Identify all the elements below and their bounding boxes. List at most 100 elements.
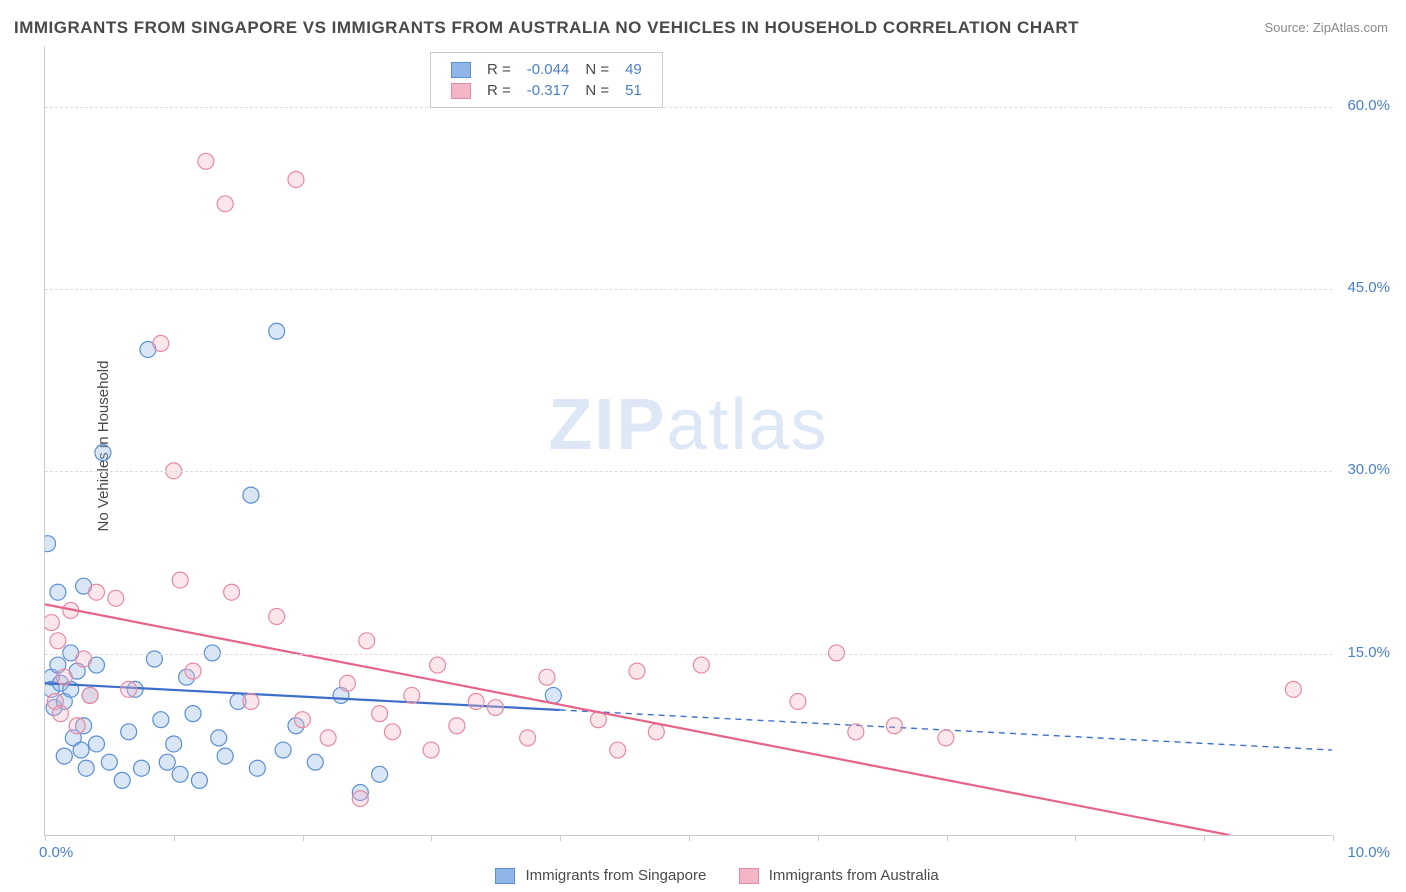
scatter-point: [217, 196, 233, 212]
scatter-point: [307, 754, 323, 770]
scatter-point: [211, 730, 227, 746]
scatter-point: [56, 669, 72, 685]
y-tick-label: 30.0%: [1347, 461, 1390, 478]
legend-label-singapore: Immigrants from Singapore: [525, 867, 706, 884]
scatter-point: [45, 536, 56, 552]
scatter-point: [185, 663, 201, 679]
scatter-point: [159, 754, 175, 770]
scatter-point: [693, 657, 709, 673]
scatter-point: [269, 609, 285, 625]
scatter-point: [269, 323, 285, 339]
grid-line: [45, 289, 1332, 290]
scatter-point: [352, 791, 368, 807]
scatter-point: [1285, 681, 1301, 697]
y-tick-label: 15.0%: [1347, 644, 1390, 661]
scatter-point: [359, 633, 375, 649]
x-tick-label-right: 10.0%: [1347, 844, 1390, 861]
scatter-point: [50, 633, 66, 649]
scatter-point: [191, 772, 207, 788]
scatter-point: [938, 730, 954, 746]
r-label: R =: [479, 80, 519, 101]
x-tick: [45, 835, 46, 841]
scatter-point: [339, 675, 355, 691]
n-label: N =: [577, 59, 617, 80]
scatter-point: [101, 754, 117, 770]
legend-table: R = -0.044 N = 49 R = -0.317 N = 51: [443, 59, 650, 101]
swatch-australia-bottom: [739, 868, 759, 884]
scatter-point: [288, 172, 304, 188]
grid-line: [45, 107, 1332, 108]
scatter-point: [185, 706, 201, 722]
r-value-australia: -0.317: [519, 80, 578, 101]
x-tick: [818, 835, 819, 841]
grid-line: [45, 471, 1332, 472]
x-tick: [689, 835, 690, 841]
scatter-point: [848, 724, 864, 740]
scatter-point: [217, 748, 233, 764]
scatter-point: [487, 700, 503, 716]
scatter-point: [78, 760, 94, 776]
legend-label-australia: Immigrants from Australia: [769, 867, 939, 884]
scatter-point: [249, 760, 265, 776]
scatter-point: [166, 736, 182, 752]
scatter-point: [153, 335, 169, 351]
scatter-point: [384, 724, 400, 740]
x-tick: [431, 835, 432, 841]
scatter-point: [886, 718, 902, 734]
scatter-point: [648, 724, 664, 740]
n-value-australia: 51: [617, 80, 650, 101]
scatter-point: [121, 724, 137, 740]
scatter-point: [275, 742, 291, 758]
scatter-point: [790, 693, 806, 709]
legend-bottom: Immigrants from Singapore Immigrants fro…: [0, 867, 1406, 884]
scatter-point: [108, 590, 124, 606]
legend-row-singapore: R = -0.044 N = 49: [443, 59, 650, 80]
scatter-point: [430, 657, 446, 673]
scatter-point: [45, 615, 59, 631]
legend-correlation: R = -0.044 N = 49 R = -0.317 N = 51: [430, 52, 663, 108]
scatter-point: [153, 712, 169, 728]
scatter-point: [294, 712, 310, 728]
swatch-singapore: [451, 62, 471, 78]
plot-area: ZIPatlas 15.0%30.0%45.0%60.0%0.0%10.0%: [44, 46, 1332, 836]
scatter-point: [320, 730, 336, 746]
scatter-point: [88, 736, 104, 752]
grid-line: [45, 654, 1332, 655]
n-value-singapore: 49: [617, 59, 650, 80]
x-tick: [947, 835, 948, 841]
x-tick-label-left: 0.0%: [39, 844, 73, 861]
scatter-point: [629, 663, 645, 679]
scatter-point: [73, 742, 89, 758]
scatter-point: [69, 718, 85, 734]
scatter-point: [372, 766, 388, 782]
swatch-australia: [451, 83, 471, 99]
scatter-point: [50, 584, 66, 600]
n-label: N =: [577, 80, 617, 101]
scatter-point: [372, 706, 388, 722]
chart-title: IMMIGRANTS FROM SINGAPORE VS IMMIGRANTS …: [14, 18, 1079, 38]
scatter-point: [172, 766, 188, 782]
scatter-point: [121, 681, 137, 697]
r-value-singapore: -0.044: [519, 59, 578, 80]
scatter-point: [449, 718, 465, 734]
scatter-point: [520, 730, 536, 746]
plot-svg: [45, 46, 1332, 835]
scatter-point: [82, 687, 98, 703]
scatter-point: [52, 706, 68, 722]
x-tick: [1075, 835, 1076, 841]
chart-container: IMMIGRANTS FROM SINGAPORE VS IMMIGRANTS …: [0, 0, 1406, 892]
scatter-point: [243, 487, 259, 503]
scatter-point: [88, 584, 104, 600]
scatter-point: [423, 742, 439, 758]
x-tick: [1204, 835, 1205, 841]
x-tick: [560, 835, 561, 841]
scatter-point: [114, 772, 130, 788]
x-tick: [174, 835, 175, 841]
scatter-point: [134, 760, 150, 776]
scatter-point: [243, 693, 259, 709]
scatter-point: [95, 445, 111, 461]
scatter-point: [172, 572, 188, 588]
scatter-point: [468, 693, 484, 709]
y-tick-label: 60.0%: [1347, 97, 1390, 114]
r-label: R =: [479, 59, 519, 80]
